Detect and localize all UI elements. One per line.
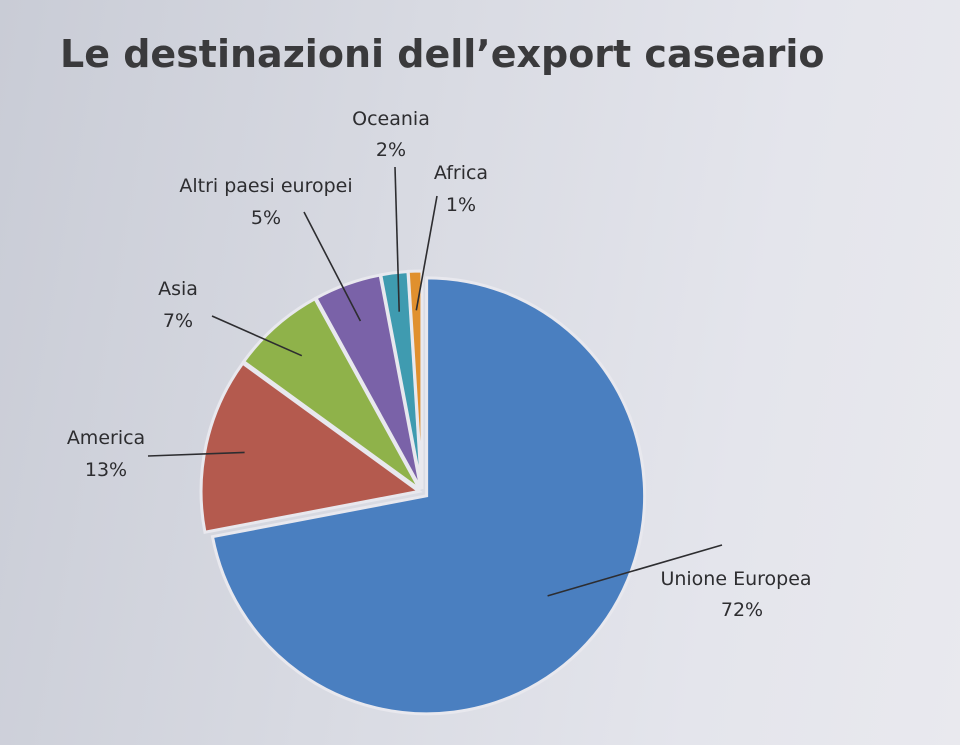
pie-slices bbox=[199, 269, 647, 716]
pie-slice-africa bbox=[406, 269, 424, 490]
slice-percent: 13% bbox=[85, 459, 127, 481]
slice-name: Unione Europea bbox=[660, 568, 811, 590]
leader-line-africa bbox=[415, 195, 438, 311]
leader-line-unione-europea bbox=[547, 544, 723, 597]
leader-line-asia bbox=[211, 315, 303, 357]
slice-percent: 7% bbox=[163, 310, 193, 332]
pie-slice-unione-europea bbox=[210, 276, 647, 716]
slice-name: Africa bbox=[434, 162, 488, 184]
slice-name: Asia bbox=[158, 278, 198, 300]
slice-label-asia: Asia 7% bbox=[158, 278, 198, 332]
leader-line-altri-paesi-europei bbox=[303, 211, 362, 322]
slice-percent: 5% bbox=[251, 207, 281, 229]
slice-name: America bbox=[67, 427, 145, 449]
chart-title: Le destinazioni dell’export caseario bbox=[60, 32, 825, 76]
slice-label-america: America 13% bbox=[67, 427, 145, 481]
leader-line-oceania bbox=[394, 166, 400, 312]
slice-percent: 2% bbox=[376, 139, 406, 161]
slice-name: Oceania bbox=[352, 108, 430, 130]
slice-percent: 72% bbox=[721, 599, 763, 621]
leader-lines bbox=[147, 166, 723, 597]
slice-percent: 1% bbox=[446, 194, 476, 216]
slice-label-unione-europea: Unione Europea 72% bbox=[660, 568, 811, 621]
leader-line-america bbox=[147, 451, 245, 457]
pie-slice-america bbox=[199, 361, 423, 534]
slice-label-oceania: Oceania 2% bbox=[352, 108, 430, 161]
slice-label-altri-paesi-europei: Altri paesi europei 5% bbox=[179, 175, 352, 229]
slice-name: Altri paesi europei bbox=[179, 175, 352, 197]
slice-label-africa: Africa 1% bbox=[434, 162, 488, 216]
